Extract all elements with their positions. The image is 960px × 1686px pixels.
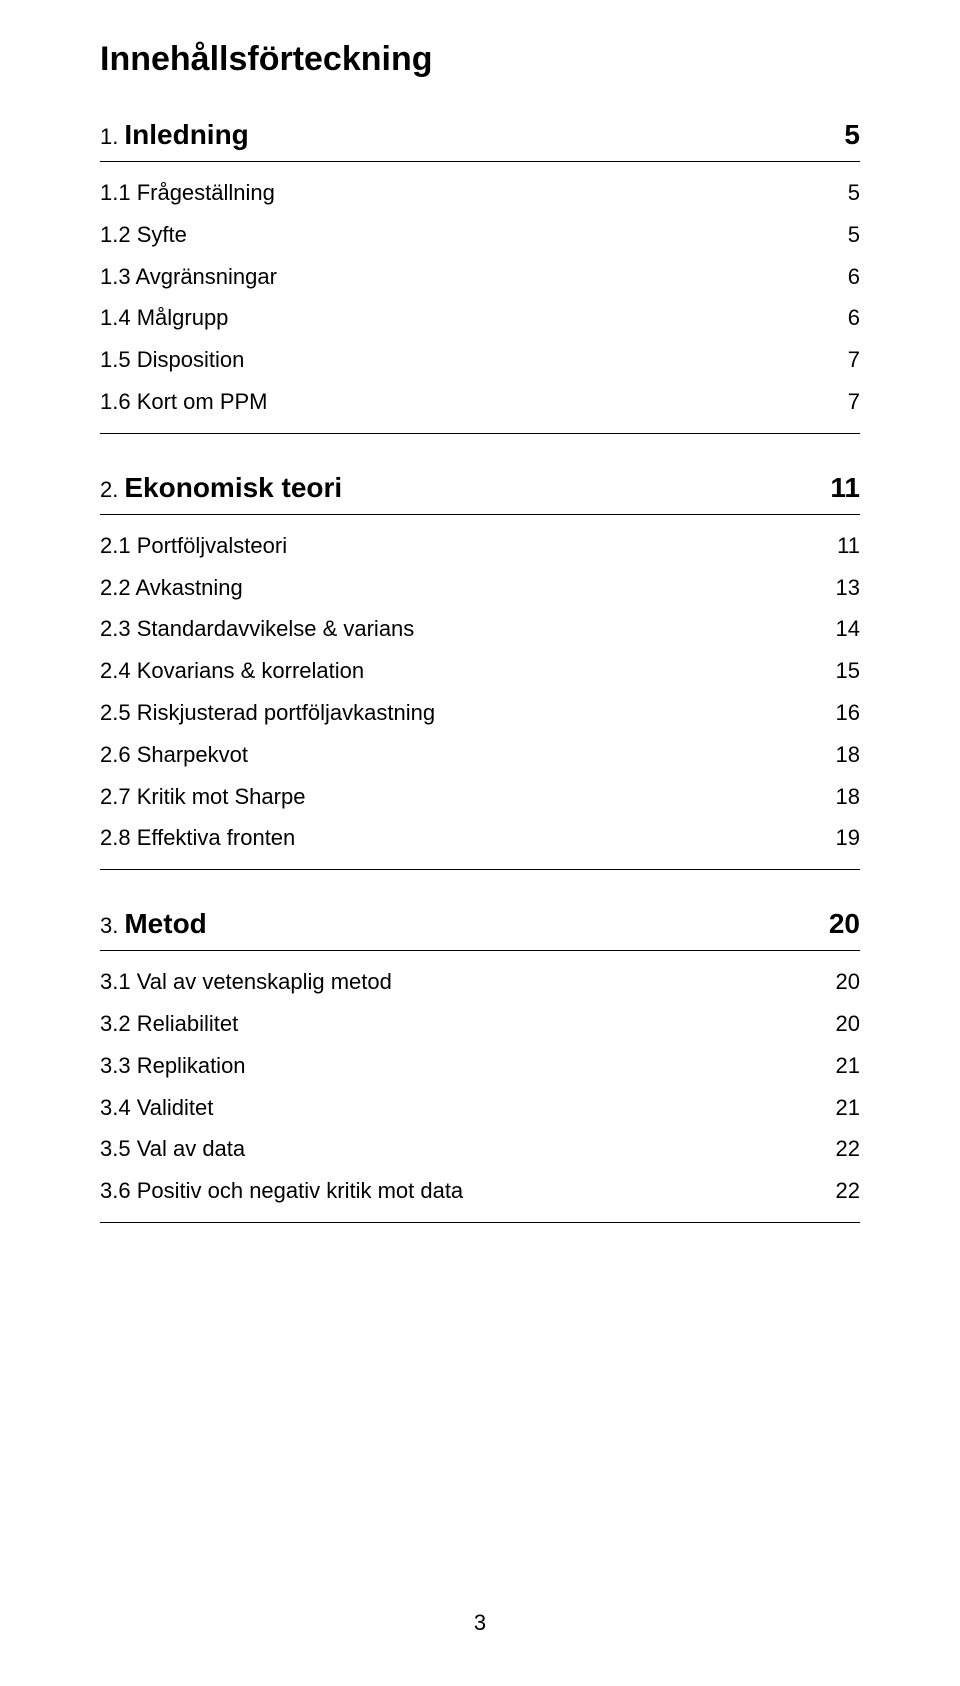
toc-entry: 3.1 Val av vetenskaplig metod 20: [100, 961, 860, 1003]
toc-section-1: 1.Inledning 5 1.1 Frågeställning 5 1.2 Sy…: [100, 119, 860, 434]
entry-page: 15: [836, 650, 860, 692]
toc-entry: 2.1 Portföljvalsteori 11: [100, 525, 860, 567]
toc-section-2: 2.Ekonomisk teori 11 2.1 Portföljvalsteo…: [100, 466, 860, 870]
entry-label: 3.6 Positiv och negativ kritik mot data: [100, 1170, 463, 1212]
entry-page: 6: [848, 297, 860, 339]
entry-page: 14: [836, 608, 860, 650]
entry-label: 1.4 Målgrupp: [100, 297, 228, 339]
section-num: 2.: [100, 477, 118, 502]
toc-entry: 2.8 Effektiva fronten 19: [100, 817, 860, 859]
page: Innehållsförteckning 1.Inledning 5 1.1 F…: [0, 0, 960, 1686]
section-heading: 2.Ekonomisk teori 11: [100, 466, 860, 515]
entry-label: 2.8 Effektiva fronten: [100, 817, 295, 859]
toc-entry: 3.6 Positiv och negativ kritik mot data 2…: [100, 1170, 860, 1212]
entry-page: 13: [836, 567, 860, 609]
section-num: 1.: [100, 124, 118, 149]
entry-page: 18: [836, 776, 860, 818]
entry-label: 1.1 Frågeställning: [100, 172, 275, 214]
section-entries: 2.1 Portföljvalsteori 11 2.2 Avkastning 13…: [100, 515, 860, 870]
section-page: 5: [844, 119, 860, 151]
toc-entry: 1.1 Frågeställning 5: [100, 172, 860, 214]
toc-entry: 3.2 Reliabilitet 20: [100, 1003, 860, 1045]
toc-entry: 3.5 Val av data 22: [100, 1128, 860, 1170]
entry-label: 1.6 Kort om PPM: [100, 381, 268, 423]
page-number: 3: [0, 1610, 960, 1636]
entry-label: 1.3 Avgränsningar: [100, 256, 277, 298]
entry-label: 3.1 Val av vetenskaplig metod: [100, 961, 392, 1003]
entry-page: 22: [836, 1170, 860, 1212]
entry-label: 1.2 Syfte: [100, 214, 187, 256]
entry-page: 19: [836, 817, 860, 859]
toc-title: Innehållsförteckning: [100, 40, 860, 79]
entry-page: 20: [836, 1003, 860, 1045]
entry-page: 6: [848, 256, 860, 298]
entry-page: 21: [836, 1045, 860, 1087]
entry-page: 20: [836, 961, 860, 1003]
entry-page: 7: [848, 381, 860, 423]
toc-entry: 1.3 Avgränsningar 6: [100, 256, 860, 298]
entry-label: 3.3 Replikation: [100, 1045, 246, 1087]
section-entries: 3.1 Val av vetenskaplig metod 20 3.2 Reli…: [100, 951, 860, 1223]
toc-section-3: 3.Metod 20 3.1 Val av vetenskaplig metod…: [100, 902, 860, 1223]
section-heading-text: 2.Ekonomisk teori: [100, 472, 342, 504]
entry-label: 2.6 Sharpekvot: [100, 734, 248, 776]
entry-page: 22: [836, 1128, 860, 1170]
toc-entry: 3.3 Replikation 21: [100, 1045, 860, 1087]
entry-label: 1.5 Disposition: [100, 339, 244, 381]
section-heading-text: 1.Inledning: [100, 119, 249, 151]
section-title: Metod: [124, 908, 206, 939]
entry-label: 2.3 Standardavvikelse & varians: [100, 608, 414, 650]
entry-label: 3.5 Val av data: [100, 1128, 245, 1170]
toc-entry: 2.4 Kovarians & korrelation 15: [100, 650, 860, 692]
toc-entry: 1.6 Kort om PPM 7: [100, 381, 860, 423]
toc-entry: 1.4 Målgrupp 6: [100, 297, 860, 339]
toc-entry: 2.2 Avkastning 13: [100, 567, 860, 609]
entry-page: 5: [848, 214, 860, 256]
toc-entry: 1.5 Disposition 7: [100, 339, 860, 381]
entry-label: 2.4 Kovarians & korrelation: [100, 650, 364, 692]
entry-page: 7: [848, 339, 860, 381]
section-entries: 1.1 Frågeställning 5 1.2 Syfte 5 1.3 Avgrä…: [100, 162, 860, 434]
entry-page: 18: [836, 734, 860, 776]
entry-label: 2.5 Riskjusterad portföljavkastning: [100, 692, 435, 734]
toc-entry: 1.2 Syfte 5: [100, 214, 860, 256]
entry-page: 16: [836, 692, 860, 734]
section-num: 3.: [100, 913, 118, 938]
section-page: 20: [829, 908, 860, 940]
entry-page: 11: [837, 525, 860, 567]
entry-page: 5: [848, 172, 860, 214]
section-heading: 1.Inledning 5: [100, 119, 860, 162]
toc-entry: 2.3 Standardavvikelse & varians 14: [100, 608, 860, 650]
entry-page: 21: [836, 1087, 860, 1129]
entry-label: 3.2 Reliabilitet: [100, 1003, 238, 1045]
entry-label: 2.2 Avkastning: [100, 567, 243, 609]
toc-entry: 2.6 Sharpekvot 18: [100, 734, 860, 776]
toc-entry: 2.5 Riskjusterad portföljavkastning 16: [100, 692, 860, 734]
entry-label: 2.1 Portföljvalsteori: [100, 525, 287, 567]
section-heading-text: 3.Metod: [100, 908, 207, 940]
section-page: 11: [830, 472, 860, 504]
toc-entry: 3.4 Validitet 21: [100, 1087, 860, 1129]
section-title: Inledning: [124, 119, 248, 150]
toc-entry: 2.7 Kritik mot Sharpe 18: [100, 776, 860, 818]
entry-label: 3.4 Validitet: [100, 1087, 213, 1129]
entry-label: 2.7 Kritik mot Sharpe: [100, 776, 305, 818]
section-heading: 3.Metod 20: [100, 902, 860, 951]
section-title: Ekonomisk teori: [124, 472, 342, 503]
